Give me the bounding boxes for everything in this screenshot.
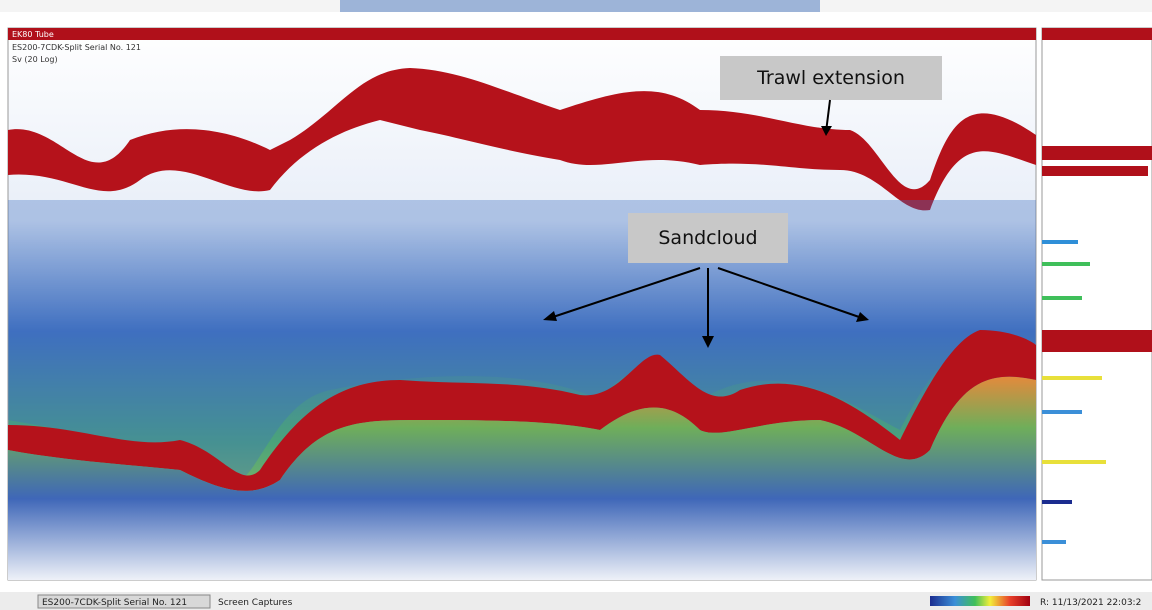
arrows bbox=[549, 267, 863, 338]
seafloor bbox=[8, 330, 1036, 491]
annotation-box bbox=[720, 56, 942, 100]
transducer-label: ES200-7CDK-Split Serial No. 121 bbox=[12, 43, 141, 52]
histogram-bar bbox=[1042, 166, 1148, 176]
status-timestamp: R: 11/13/2021 22:03:2 bbox=[1040, 598, 1141, 608]
histogram-spikes bbox=[1042, 240, 1106, 544]
histogram-panel bbox=[1041, 27, 1152, 581]
annotation-box bbox=[628, 213, 788, 263]
channel-label: EK80 Tube bbox=[12, 30, 54, 39]
histogram-bar bbox=[1042, 28, 1152, 40]
status-tab-label[interactable]: ES200-7CDK-Split Serial No. 121 bbox=[42, 598, 187, 608]
sub-bottom bbox=[8, 376, 1036, 580]
arrowheads bbox=[543, 311, 869, 348]
histogram-bar bbox=[1042, 146, 1152, 160]
status-item[interactable]: Screen Captures bbox=[218, 598, 293, 608]
arrowhead bbox=[821, 126, 832, 136]
annotation-label: Sandcloud bbox=[658, 227, 757, 249]
surface-layer bbox=[8, 68, 1036, 211]
echogram-header bbox=[8, 28, 1036, 40]
status-bar bbox=[0, 592, 1152, 610]
status-tab[interactable] bbox=[37, 594, 211, 609]
toolbar-strip[interactable] bbox=[340, 0, 820, 12]
color-scale bbox=[930, 596, 1030, 606]
annotation-label: Trawl extension bbox=[756, 67, 905, 89]
histogram-bar bbox=[1042, 330, 1152, 352]
variable-label: Sv (20 Log) bbox=[12, 55, 58, 64]
sandcloud-echo bbox=[8, 200, 1036, 480]
